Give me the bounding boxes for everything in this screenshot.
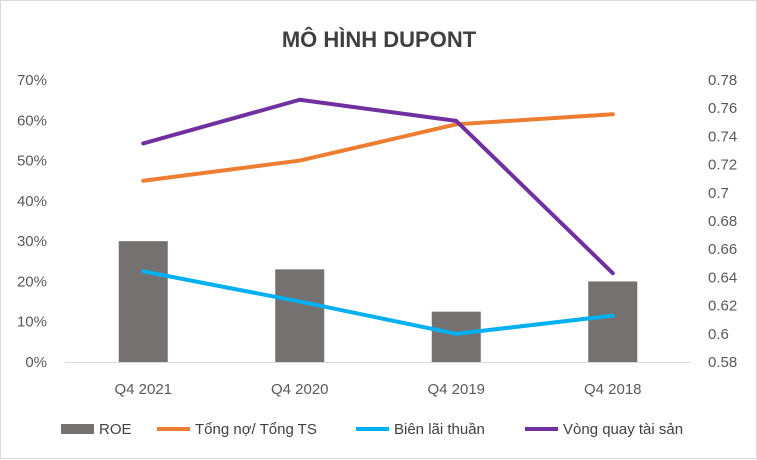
x-tick-label: Q4 2020 <box>271 381 329 398</box>
line-tong-no-tong-ts <box>141 112 615 183</box>
legend: ROE Tổng nợ/ Tổng TS Biên lãi thuần Vòng qu… <box>61 421 683 438</box>
y-right-tick-label: 0.66 <box>708 241 737 258</box>
x-tick-label: Q4 2021 <box>114 381 172 398</box>
y-left-tick-label: 10% <box>17 314 47 331</box>
x-tick-label: Q4 2018 <box>584 381 642 398</box>
y-right-tick-label: 0.68 <box>708 213 737 230</box>
y-right-tick-label: 0.58 <box>708 354 737 371</box>
legend-label: Vòng quay tài sản <box>563 421 683 438</box>
y-left-tick-label: 20% <box>17 273 47 290</box>
y-left-tick-label: 70% <box>17 72 47 89</box>
y-right-tick-label: 0.78 <box>708 72 737 89</box>
y-left-tick-label: 60% <box>17 112 47 129</box>
y-right-tick-label: 0.74 <box>708 128 737 145</box>
line-vong-quay-tai-san <box>141 97 615 276</box>
y-left-tick-label: 50% <box>17 153 47 170</box>
y-left-tick-label: 30% <box>17 233 47 250</box>
chart-title: MÔ HÌNH DUPONT <box>282 27 477 52</box>
bar-roe <box>118 241 168 362</box>
plot-area: 0% 10% 20% 30% 40% 50% 60% 70% 0.58 0.6 0.62 0.64 0.… <box>17 72 737 398</box>
y-left-tick-label: 0% <box>25 354 47 371</box>
y-right-tick-label: 0.76 <box>708 100 737 117</box>
y-left-tick-label: 40% <box>17 193 47 210</box>
legend-label: Tổng nợ/ Tổng TS <box>195 421 317 438</box>
x-tick-label: Q4 2019 <box>427 381 485 398</box>
y-right-tick-label: 0.7 <box>708 185 729 202</box>
y-right-tick-label: 0.72 <box>708 157 737 174</box>
y-right-tick-label: 0.62 <box>708 298 737 315</box>
legend-label: ROE <box>99 421 132 438</box>
bar-roe <box>275 269 325 362</box>
line-bien-lai-thuan <box>141 269 615 336</box>
y-right-tick-label: 0.6 <box>708 326 729 343</box>
bar-roe <box>431 311 481 362</box>
legend-swatch-bar <box>61 424 94 434</box>
legend-label: Biên lãi thuần <box>394 421 485 438</box>
bar-roe <box>588 281 638 362</box>
y-right-tick-label: 0.64 <box>708 269 737 286</box>
